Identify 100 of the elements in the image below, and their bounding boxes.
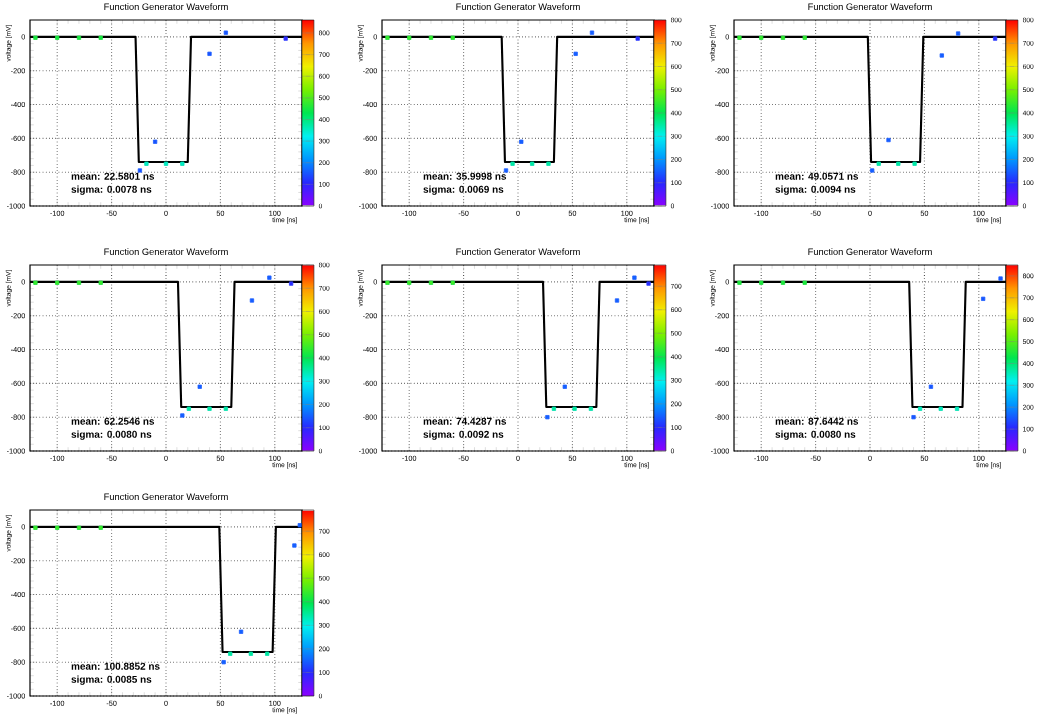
point (223, 30, 228, 35)
chart-title: Function Generator Waveform (456, 248, 580, 255)
point (55, 280, 60, 285)
point (510, 161, 515, 166)
chart-title: Function Generator Waveform (808, 248, 932, 255)
point (55, 35, 60, 40)
annotation: sigma: 0.0069 ns (423, 185, 504, 195)
point (503, 168, 509, 173)
point (870, 168, 875, 173)
point (886, 137, 891, 143)
point (956, 31, 961, 36)
point (98, 35, 103, 40)
point (572, 406, 577, 411)
point (267, 275, 272, 280)
point (221, 660, 226, 665)
annotation: mean: 62.2546 ns (71, 417, 155, 425)
point (573, 51, 578, 56)
point (780, 35, 786, 40)
point (911, 415, 916, 420)
point (163, 161, 169, 166)
point (33, 280, 38, 285)
annotation: mean: 74.4287 ns (423, 417, 507, 425)
point (33, 35, 38, 40)
point (428, 280, 434, 285)
annotation: mean: 22.5801 ns (71, 172, 155, 180)
chart-title: Function Generator Waveform (104, 248, 228, 255)
point (614, 298, 620, 303)
point (407, 280, 412, 285)
point (450, 35, 455, 40)
point (197, 384, 202, 389)
point (137, 168, 143, 173)
point (385, 280, 390, 285)
annotation: sigma: 0.0078 ns (71, 185, 152, 195)
point (207, 51, 212, 56)
annotation: mean: 100.8852 ns (71, 662, 160, 670)
point (288, 281, 294, 286)
point (180, 161, 185, 166)
annotation: mean: 87.6442 ns (775, 417, 859, 425)
point (780, 280, 786, 285)
point (939, 53, 944, 58)
chart-title: Function Generator Waveform (456, 3, 580, 10)
point (385, 35, 390, 40)
point (802, 35, 807, 40)
point (938, 406, 943, 411)
point (98, 525, 103, 530)
point (249, 298, 255, 303)
point (144, 161, 149, 166)
point (152, 139, 158, 144)
point (646, 281, 651, 286)
chart-title: Function Generator Waveform (104, 493, 228, 500)
point (207, 406, 212, 411)
point (998, 276, 1003, 281)
point (876, 161, 881, 166)
point (76, 35, 82, 40)
point (228, 651, 233, 656)
point (186, 406, 191, 411)
point (519, 139, 524, 144)
point (928, 384, 934, 389)
point (802, 280, 807, 285)
point (223, 406, 228, 411)
annotation: sigma: 0.0080 ns (775, 430, 856, 440)
point (759, 280, 764, 285)
point (450, 280, 455, 285)
point (588, 406, 594, 411)
point (917, 406, 923, 411)
point (632, 275, 637, 280)
point (589, 30, 595, 35)
annotation: sigma: 0.0094 ns (775, 185, 856, 195)
point (33, 525, 38, 530)
point (981, 296, 986, 301)
point (530, 161, 535, 166)
point (76, 280, 82, 285)
annotation: sigma: 0.0085 ns (71, 675, 152, 685)
point (546, 161, 551, 166)
point (180, 413, 185, 418)
point (912, 161, 917, 166)
point (545, 415, 550, 420)
point (283, 36, 288, 41)
point (551, 406, 557, 411)
point (428, 35, 434, 40)
annotation: sigma: 0.0092 ns (423, 430, 504, 440)
point (265, 651, 270, 656)
point (238, 629, 244, 634)
point (55, 525, 60, 530)
point (954, 406, 960, 411)
point (292, 543, 297, 548)
point (759, 35, 764, 40)
point (737, 280, 742, 285)
point (562, 384, 567, 389)
point (98, 280, 103, 285)
annotation: mean: 35.9998 ns (423, 172, 507, 180)
point (76, 525, 82, 530)
point (635, 36, 640, 41)
point (248, 651, 253, 656)
point (896, 161, 901, 166)
point (407, 35, 412, 40)
annotation: mean: 49.0571 ns (775, 172, 859, 180)
point (737, 35, 742, 40)
chart-title: Function Generator Waveform (808, 3, 932, 10)
point (993, 36, 998, 41)
